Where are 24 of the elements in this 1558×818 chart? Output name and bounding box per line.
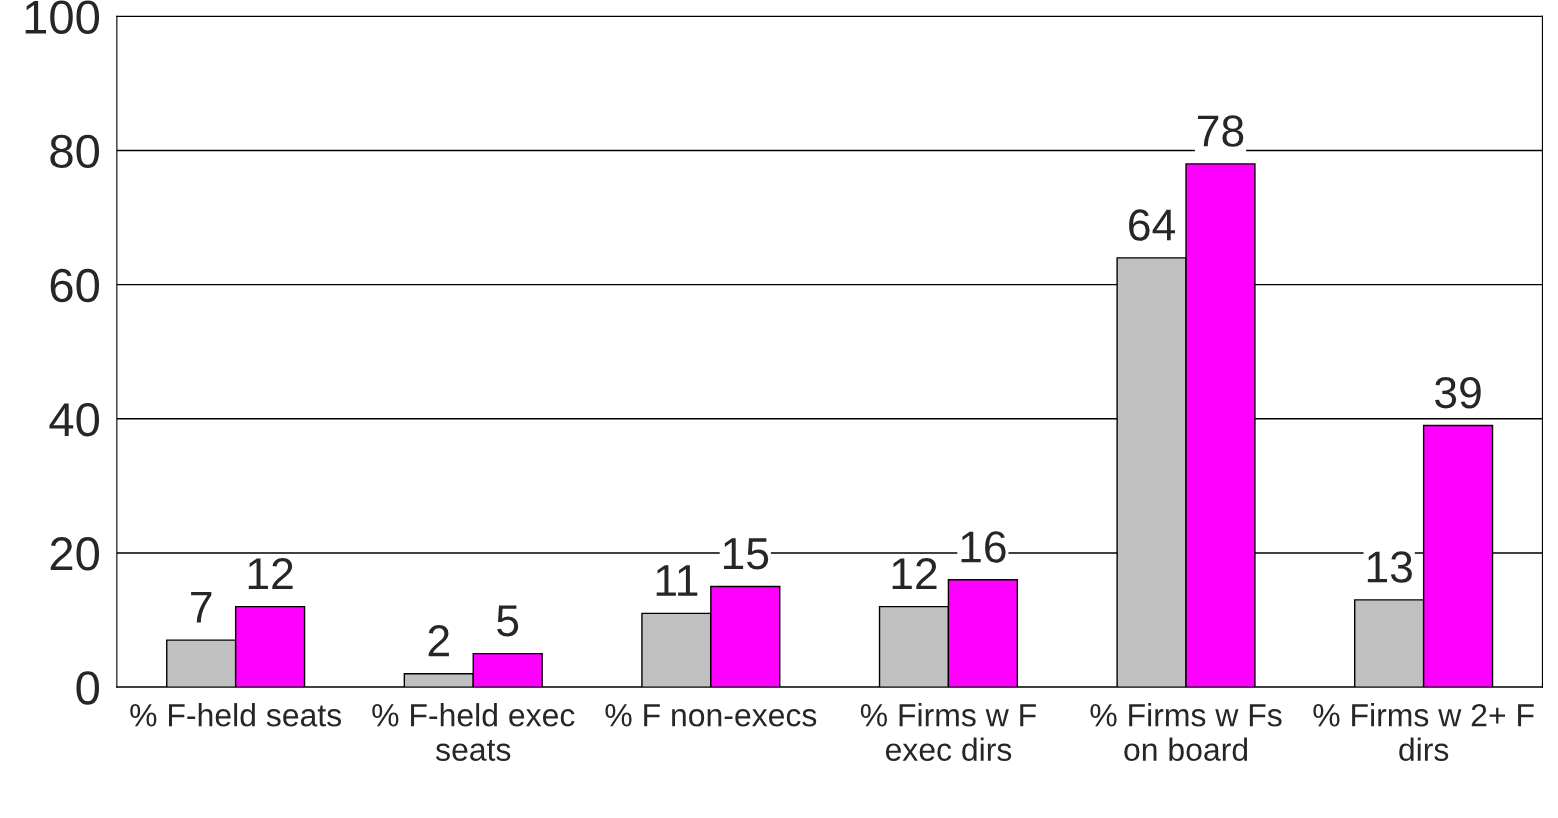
data-label: 15 <box>723 538 769 570</box>
x-tick-label: % F-held seats <box>130 703 342 727</box>
x-tick-label: % Firms w Fs on board <box>1090 703 1282 761</box>
y-tick-label: 20 <box>50 537 100 571</box>
y-tick-label: 40 <box>49 402 100 437</box>
y-tick-label: 60 <box>50 268 100 303</box>
data-label: 7 <box>191 592 212 623</box>
data-label: 39 <box>1435 376 1481 409</box>
data-label: 11 <box>656 565 698 596</box>
data-label: 12 <box>248 558 293 590</box>
data-label: 5 <box>497 605 519 637</box>
y-tick-label: 80 <box>50 134 100 169</box>
y-tick-label: 0 <box>76 671 100 705</box>
data-label: 2 <box>428 625 449 657</box>
data-label: 78 <box>1198 115 1244 147</box>
data-label: 13 <box>1367 551 1412 583</box>
y-tick-label: 100 <box>25 0 100 34</box>
x-tick-label: % Firms w F exec dirs <box>860 703 1036 761</box>
x-tick-label: % F non-execs <box>605 704 817 727</box>
x-tick-label: % F-held exec seats <box>372 703 575 761</box>
data-label: 12 <box>892 558 937 590</box>
data-label: 64 <box>1129 209 1175 241</box>
data-label: 16 <box>961 531 1006 563</box>
x-tick-label: % Firms w 2+ F dirs <box>1313 703 1534 761</box>
